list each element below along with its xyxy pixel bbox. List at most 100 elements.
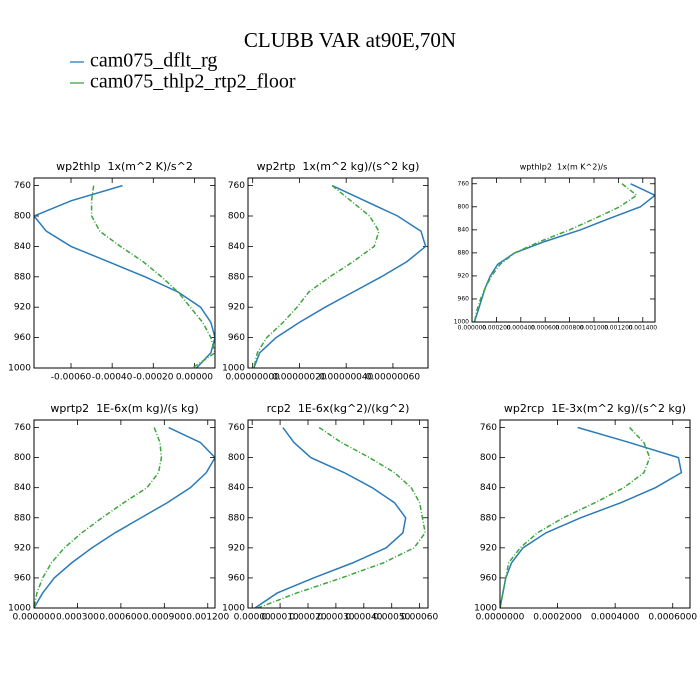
y-tick-label: 920 — [458, 272, 470, 279]
x-tick-label: 0.0006000 — [648, 613, 697, 623]
x-tick-label: 0.00000020 — [272, 373, 327, 383]
x-tick-label: 0.0000000 — [476, 613, 525, 623]
panel-title: wp2rcp 1E-3x(m^2 kg)/(s^2 kg) — [504, 402, 686, 415]
profile-line — [473, 183, 638, 322]
x-tick-label: 0.000400 — [506, 325, 535, 332]
y-tick-label: 800 — [458, 203, 470, 210]
legend-label: cam075_thlp2_rtp2_floor — [90, 71, 296, 93]
plot-frame — [33, 419, 216, 609]
y-tick-label: 960 — [458, 295, 470, 302]
x-tick-label: 0.001000 — [580, 325, 609, 332]
x-tick-label: 0.000000 — [458, 325, 487, 332]
x-tick-label: 0.00000060 — [366, 373, 421, 383]
y-tick-label: 920 — [228, 543, 245, 553]
x-tick-label: 0.0004000 — [591, 613, 640, 623]
y-tick-label: 880 — [228, 513, 245, 523]
y-tick-label: 800 — [14, 212, 31, 222]
y-tick-label: 840 — [458, 226, 470, 233]
y-tick-label: 1000 — [454, 319, 469, 326]
y-tick-label: 960 — [14, 333, 31, 343]
y-tick-label: 840 — [228, 483, 245, 493]
y-tick-label: 1000 — [222, 604, 245, 614]
y-tick-label: 800 — [480, 453, 497, 463]
x-tick-label: 0.000600 — [531, 325, 560, 332]
y-tick-label: 880 — [228, 272, 245, 282]
x-tick-label: 0.00020 — [289, 613, 326, 623]
profile-line — [500, 427, 651, 608]
y-tick-label: 1000 — [8, 604, 31, 614]
legend-label: cam075_dflt_rg — [90, 50, 217, 72]
x-tick-label: 0.00030 — [317, 613, 354, 623]
y-tick-label: 960 — [480, 573, 497, 583]
y-tick-label: 760 — [14, 423, 31, 433]
panel-title: wprtp2 1E-6x(m kg)/(s kg) — [50, 402, 198, 415]
plot-frame — [471, 177, 656, 323]
y-tick-label: 840 — [14, 242, 31, 252]
profile-line — [34, 426, 215, 608]
x-tick-label: 0.00060 — [401, 613, 438, 623]
y-tick-label: 880 — [480, 513, 497, 523]
x-tick-label: -0.00020 — [133, 373, 174, 383]
y-tick-label: 960 — [14, 573, 31, 583]
plot-frame — [499, 419, 691, 609]
panel-title: wp2thlp 1x(m^2 K)/s^2 — [56, 160, 193, 173]
x-tick-label: 0.00000 — [176, 373, 213, 383]
x-tick-label: 0.00010 — [261, 613, 298, 623]
profile-line — [34, 184, 215, 368]
x-tick-label: -0.00060 — [51, 373, 92, 383]
profile-line — [34, 427, 163, 608]
y-tick-label: 800 — [14, 453, 31, 463]
y-tick-label: 760 — [228, 181, 245, 191]
profile-line — [90, 185, 215, 368]
x-tick-label: 0.001400 — [628, 325, 657, 332]
x-tick-label: 0.000200 — [482, 325, 511, 332]
x-tick-label: 0.000600 — [99, 613, 142, 623]
y-tick-label: 920 — [228, 303, 245, 313]
y-tick-label: 800 — [228, 212, 245, 222]
x-tick-label: 0.000800 — [555, 325, 584, 332]
x-tick-label: 0.001200 — [186, 613, 229, 623]
y-tick-label: 920 — [14, 303, 31, 313]
x-tick-label: 0.000000 — [13, 613, 56, 623]
profile-line — [473, 183, 655, 322]
x-tick-label: 0.00000 — [234, 613, 271, 623]
plot-frame — [247, 419, 429, 609]
y-tick-label: 880 — [14, 513, 31, 523]
profile-line — [254, 427, 407, 608]
x-tick-label: 0.00040 — [345, 613, 382, 623]
y-tick-label: 920 — [480, 543, 497, 553]
y-tick-label: 1000 — [222, 364, 245, 374]
x-tick-label: 0.000900 — [143, 613, 186, 623]
y-tick-label: 880 — [458, 249, 470, 256]
profile-line — [500, 426, 683, 608]
x-tick-label: 0.00000000 — [225, 373, 280, 383]
y-tick-label: 760 — [458, 180, 470, 187]
y-tick-label: 840 — [14, 483, 31, 493]
y-tick-label: 1000 — [8, 364, 31, 374]
y-tick-label: 760 — [480, 423, 497, 433]
x-tick-label: 0.000300 — [56, 613, 99, 623]
x-tick-label: 0.0002000 — [533, 613, 582, 623]
x-tick-label: 0.00050 — [373, 613, 410, 623]
plot-frame — [33, 177, 216, 369]
x-tick-label: 0.001200 — [604, 325, 633, 332]
plot-frame — [247, 177, 429, 369]
panel-title: wpthlp2 1x(m K^2)/s — [520, 163, 608, 172]
y-tick-label: 960 — [228, 333, 245, 343]
y-tick-label: 1000 — [474, 604, 497, 614]
y-tick-label: 840 — [228, 242, 245, 252]
y-tick-label: 880 — [14, 272, 31, 282]
y-tick-label: 960 — [228, 573, 245, 583]
panel-title: rcp2 1E-6x(kg^2)/(kg^2) — [267, 402, 410, 415]
x-tick-label: 0.00000040 — [319, 373, 374, 383]
profile-line — [253, 184, 427, 368]
x-tick-label: -0.00040 — [92, 373, 133, 383]
figure-title: CLUBB VAR at90E,70N — [244, 28, 456, 52]
profile-line — [257, 426, 427, 608]
y-tick-label: 760 — [228, 423, 245, 433]
y-tick-label: 840 — [480, 483, 497, 493]
profile-line — [253, 185, 380, 368]
y-tick-label: 760 — [14, 181, 31, 191]
y-tick-label: 800 — [228, 453, 245, 463]
